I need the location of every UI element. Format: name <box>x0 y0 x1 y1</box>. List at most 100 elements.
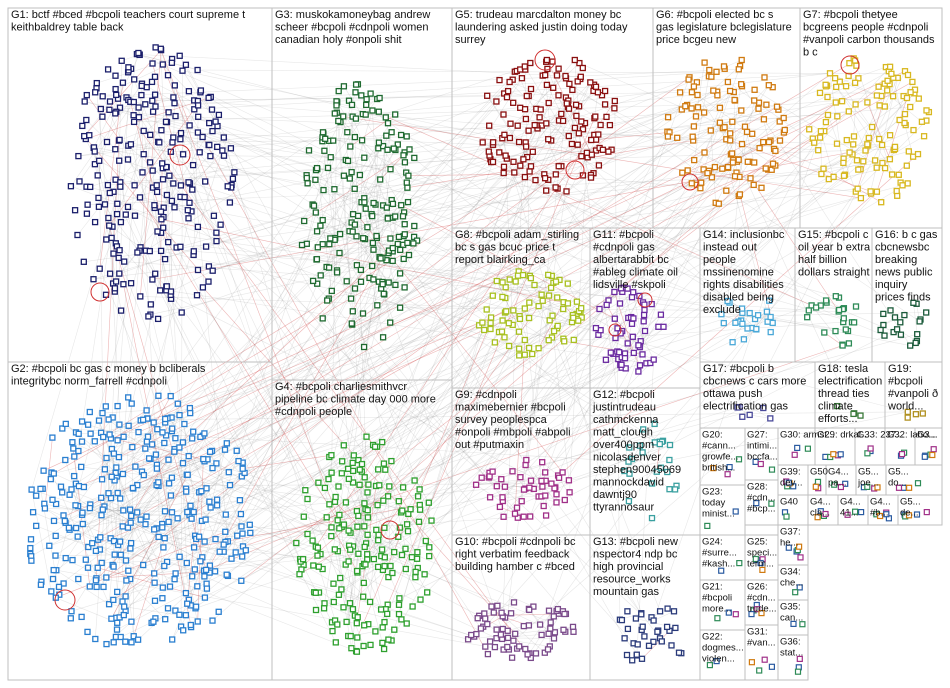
node <box>238 577 245 584</box>
node <box>319 241 326 248</box>
group-label: #cann... <box>702 440 736 451</box>
node <box>381 618 388 626</box>
node <box>664 114 672 121</box>
node <box>396 524 404 531</box>
node <box>887 307 894 314</box>
node <box>121 258 128 265</box>
node <box>515 345 523 352</box>
node <box>361 154 368 161</box>
edge <box>202 435 371 603</box>
node <box>539 483 546 490</box>
edge <box>306 140 330 244</box>
node <box>424 589 431 596</box>
node <box>748 610 755 618</box>
edge <box>182 70 216 122</box>
edge <box>710 130 731 134</box>
group-label: G3: muskokamoneybag andrew <box>275 9 430 21</box>
edge <box>758 102 776 166</box>
node <box>425 499 432 506</box>
node <box>176 611 183 618</box>
node <box>312 176 319 183</box>
node <box>172 570 179 577</box>
group-label: stephen90045069 <box>593 464 681 476</box>
group-label: G1: bctf #bced #bcpoli teachers court su… <box>11 9 245 21</box>
edge <box>106 329 757 645</box>
node <box>746 411 753 419</box>
node <box>411 154 418 162</box>
node <box>124 156 132 163</box>
node <box>169 636 176 643</box>
group-label: #cdnpoli people <box>275 406 352 418</box>
group-label: #bcpoli <box>888 376 923 388</box>
node <box>834 402 841 410</box>
node <box>616 300 624 307</box>
edge <box>365 101 497 115</box>
node <box>656 608 664 615</box>
edge <box>108 137 869 605</box>
node <box>131 182 138 189</box>
group-label: G3... <box>917 429 938 440</box>
node <box>855 75 862 82</box>
node <box>732 319 739 326</box>
group-label: #onpoli #mbpoli #abpoli <box>455 427 571 439</box>
node <box>731 96 738 104</box>
node <box>426 544 433 551</box>
node <box>500 513 507 520</box>
node <box>657 464 665 471</box>
node <box>909 153 917 160</box>
node <box>95 203 103 210</box>
node <box>96 157 103 164</box>
edge <box>306 174 743 309</box>
edge <box>197 459 204 622</box>
node <box>804 314 811 321</box>
node <box>75 152 82 160</box>
edge <box>56 569 504 650</box>
node <box>873 92 881 99</box>
node <box>912 339 919 347</box>
node <box>715 200 722 207</box>
node <box>496 149 503 156</box>
node <box>904 414 911 421</box>
node <box>886 132 894 139</box>
edge <box>118 418 168 458</box>
node <box>510 158 517 165</box>
node <box>191 106 198 113</box>
edge <box>492 161 864 472</box>
node <box>385 279 392 286</box>
node <box>553 491 560 498</box>
node <box>721 124 728 131</box>
edge <box>111 202 716 478</box>
node <box>404 184 411 191</box>
node <box>511 510 519 517</box>
node <box>726 87 734 95</box>
node <box>656 440 663 448</box>
edge <box>475 159 739 485</box>
edge <box>524 308 544 507</box>
node <box>650 356 657 363</box>
node <box>514 122 521 129</box>
node <box>356 466 363 473</box>
edge <box>193 116 199 252</box>
node <box>331 186 338 193</box>
edge <box>170 312 743 496</box>
group-label: scheer #bcpoli #cdnpoli women <box>275 22 428 34</box>
node <box>592 113 599 120</box>
node <box>312 209 319 216</box>
node <box>213 502 221 509</box>
edge <box>502 477 521 502</box>
node <box>68 486 75 493</box>
node <box>845 108 852 115</box>
node <box>206 119 213 127</box>
node <box>910 126 917 134</box>
node <box>524 651 531 658</box>
edge <box>425 182 702 542</box>
node <box>69 439 76 446</box>
node <box>159 524 166 531</box>
edge <box>128 145 171 153</box>
group-label: G15: #bcpoli c <box>798 229 869 241</box>
edge <box>322 137 406 549</box>
edge <box>431 173 594 521</box>
node <box>676 89 684 96</box>
group-label: violen... <box>702 653 735 664</box>
edge <box>103 99 129 587</box>
